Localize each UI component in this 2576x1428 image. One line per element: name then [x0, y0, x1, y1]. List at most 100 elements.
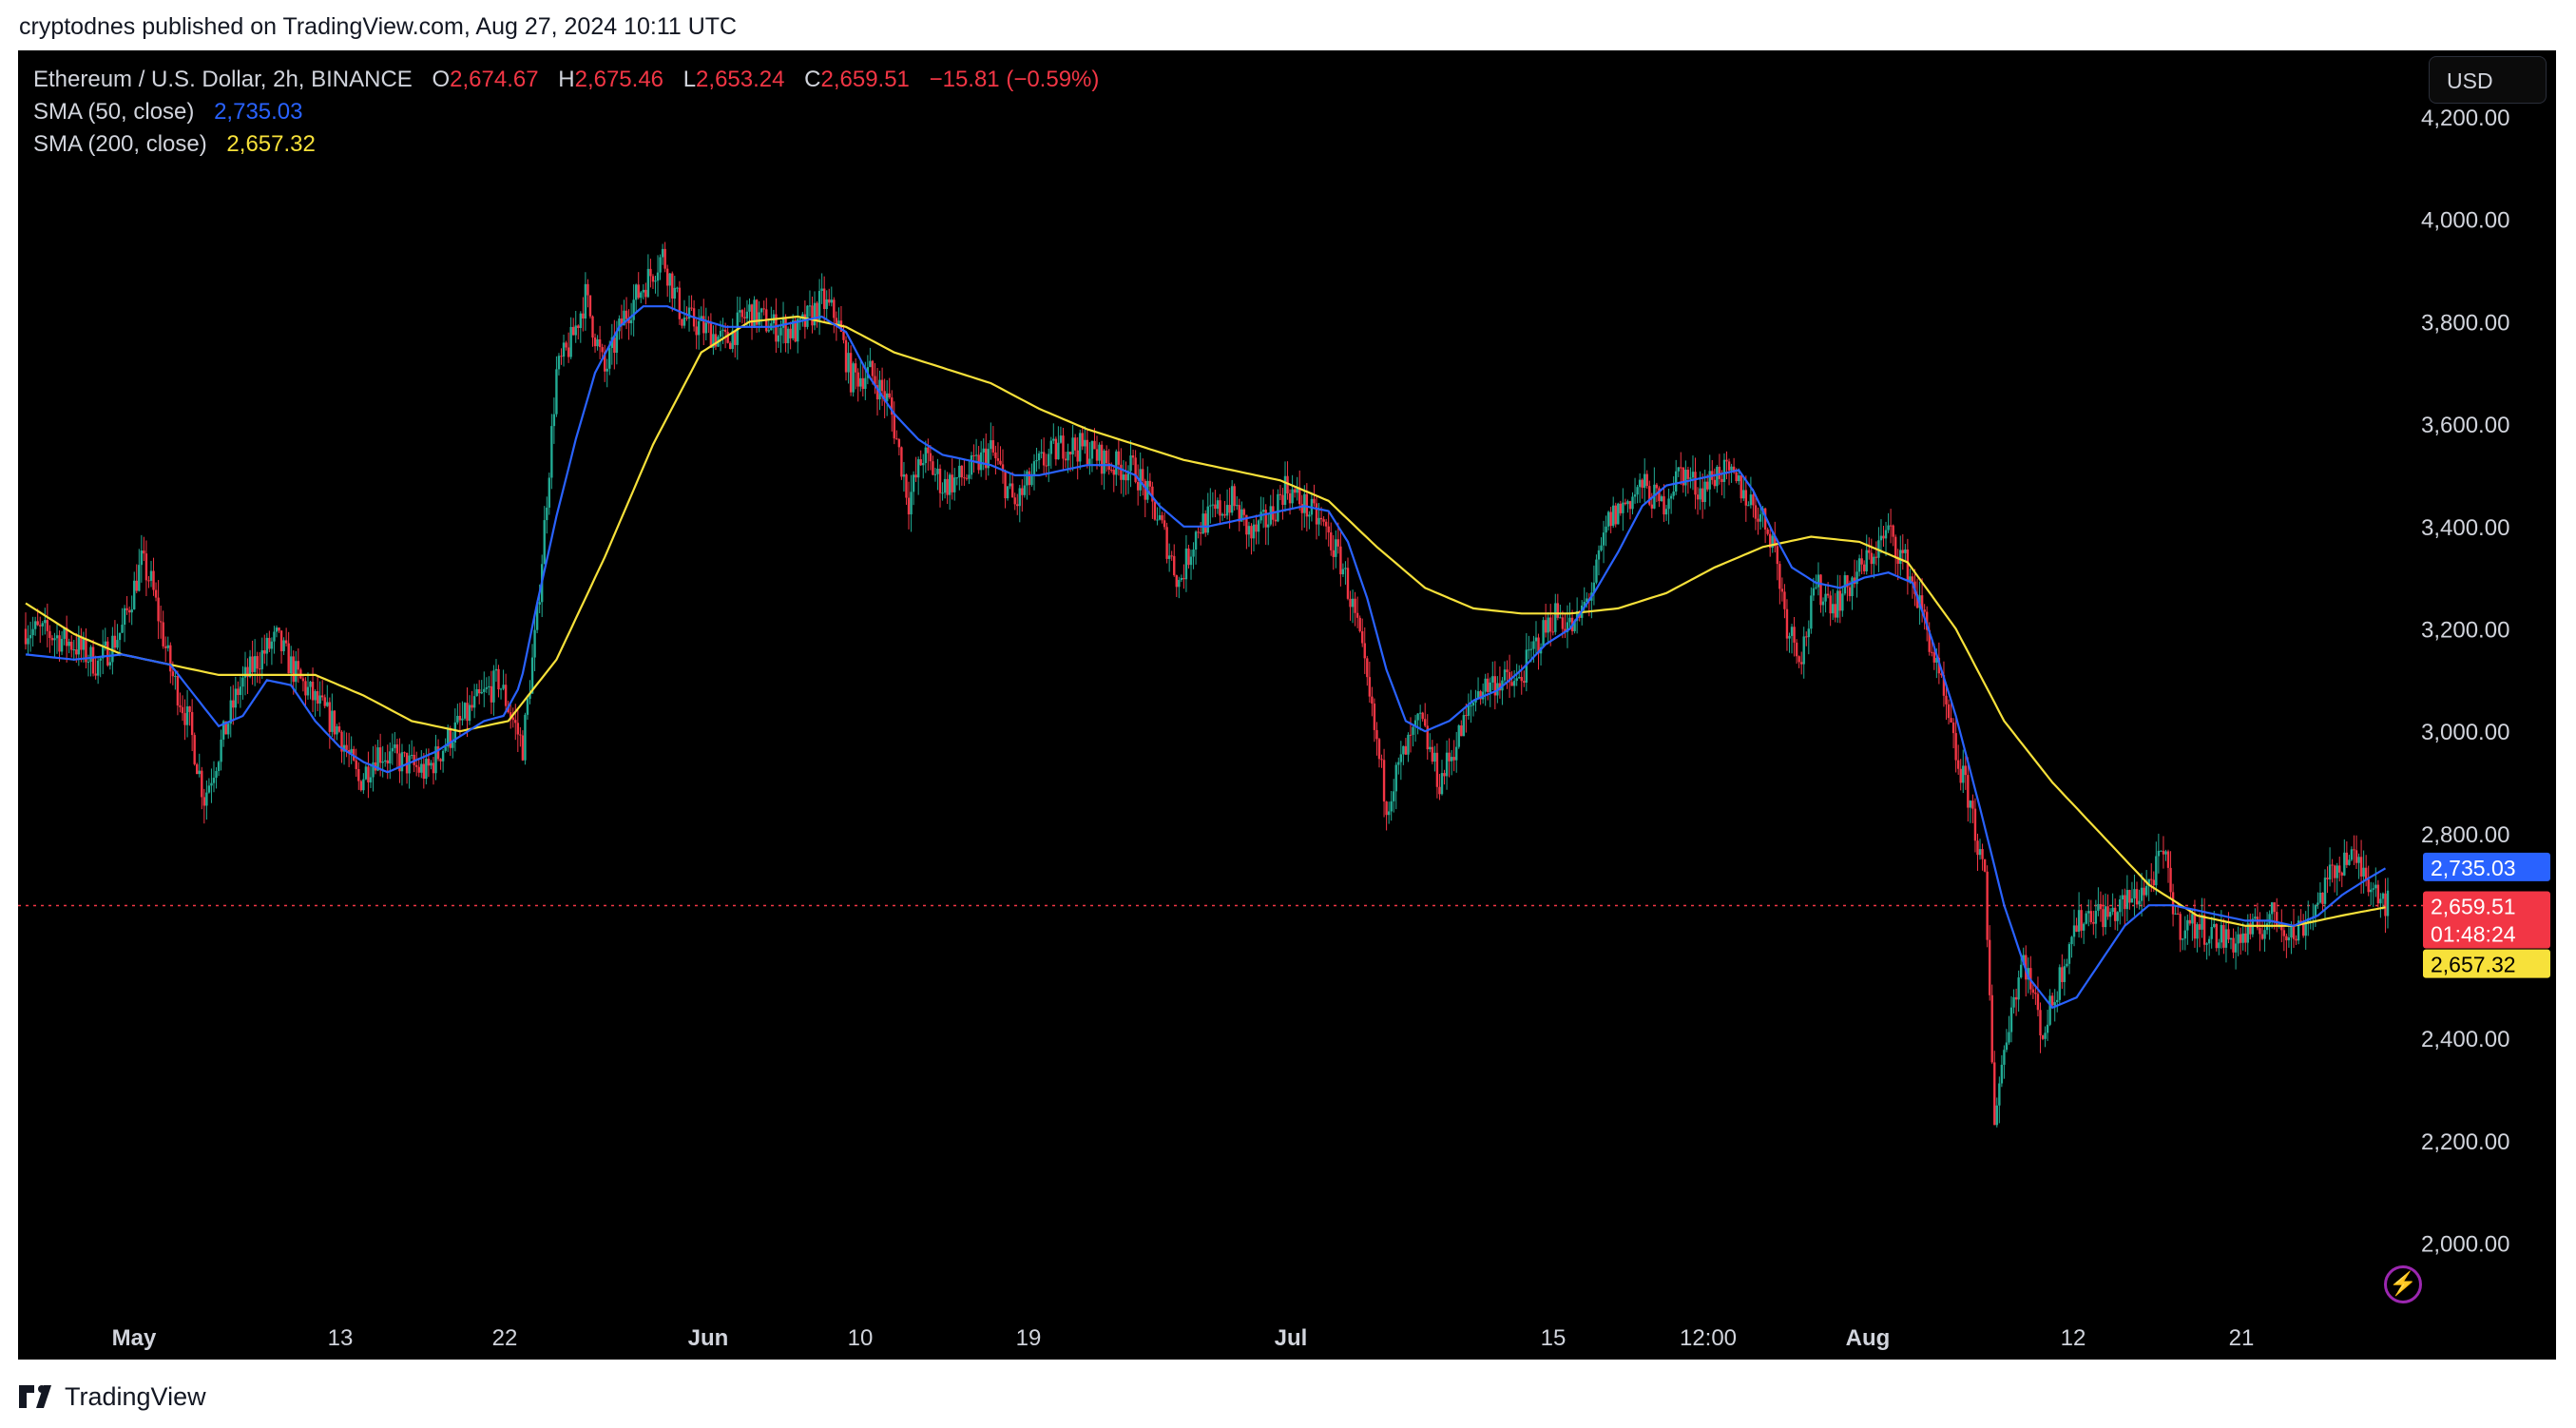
candle-body — [943, 478, 947, 493]
chart-pane[interactable]: 4,200.00 4,000.00 3,800.00 3,600.00 3,400.00… — [18, 50, 2556, 1360]
candle-body — [2183, 930, 2186, 939]
candle-body — [111, 635, 114, 663]
candle-body — [201, 770, 203, 798]
candle-body — [1689, 477, 1692, 479]
candle-body — [1303, 493, 1306, 513]
candle-body — [162, 622, 164, 646]
candle-body — [1288, 492, 1292, 504]
candle-body — [938, 468, 942, 493]
candle-body — [516, 723, 520, 735]
y-tick-label: 3,400.00 — [2421, 515, 2509, 541]
candle-body — [2056, 999, 2059, 1003]
candle-body — [1884, 530, 1888, 539]
candle-body — [82, 639, 86, 650]
candle-body — [759, 308, 763, 313]
candle-body — [1009, 483, 1011, 487]
candle-body — [2316, 902, 2319, 905]
candle-body — [1088, 458, 1091, 465]
candle-body — [1180, 577, 1183, 580]
candle-body — [880, 379, 884, 392]
candle-body — [1757, 518, 1759, 522]
candle-body — [642, 289, 645, 293]
candle-body — [2239, 934, 2242, 943]
candle-body — [2263, 930, 2266, 939]
tradingview-logo: TradingView — [19, 1380, 206, 1413]
candle-body — [1788, 635, 1791, 639]
candle-body — [2292, 924, 2296, 939]
candle-body — [1315, 503, 1318, 525]
candle-body — [681, 318, 683, 326]
candle-body — [1240, 509, 1243, 522]
candle-body — [55, 635, 59, 639]
candle-body — [1010, 483, 1014, 498]
candle-body — [974, 454, 978, 456]
candle-body — [1187, 548, 1190, 566]
candle-body — [31, 628, 34, 636]
candle-body — [1073, 437, 1077, 451]
candle-body — [1409, 734, 1413, 736]
candle-body — [1669, 495, 1673, 499]
candle-body — [1281, 494, 1284, 505]
candle-body — [1951, 723, 1955, 734]
candle-body — [1641, 479, 1644, 489]
candle-body — [337, 726, 341, 732]
legend-sma50-row[interactable]: SMA (50, close) 2,735.03 — [33, 96, 1099, 128]
candle-body — [2340, 872, 2343, 876]
candle-body — [1426, 725, 1429, 750]
candle-body — [972, 454, 975, 456]
candle-body — [828, 299, 831, 303]
candle-body — [1084, 439, 1086, 447]
candle-body — [2005, 1042, 2009, 1051]
candle-body — [417, 766, 420, 773]
candle-body — [2174, 913, 2177, 915]
candle-body — [663, 248, 666, 269]
candle-body — [1874, 556, 1878, 558]
candle-body — [1766, 529, 1769, 534]
candle-body — [806, 305, 809, 327]
candle-body — [232, 700, 235, 708]
candle-body — [2224, 929, 2228, 948]
candle-body — [1549, 617, 1552, 632]
candle-body — [1052, 438, 1055, 441]
candle-body — [618, 318, 621, 332]
candle-body — [1696, 494, 1700, 500]
candle-body — [682, 318, 686, 326]
candle-body — [36, 621, 39, 626]
candle-body — [606, 368, 608, 372]
candle-body — [2246, 923, 2249, 943]
candle-body — [2036, 994, 2040, 1011]
legend-sma200-row[interactable]: SMA (200, close) 2,657.32 — [33, 128, 1099, 161]
candle-body — [70, 641, 73, 650]
candle-body — [1158, 514, 1162, 520]
candle-body — [830, 299, 833, 303]
candle-body — [1713, 479, 1717, 487]
candle-body — [243, 666, 247, 678]
candle-body — [1612, 505, 1615, 527]
candle-body — [709, 322, 713, 348]
candle-body — [2379, 898, 2382, 904]
candle-body — [601, 347, 604, 353]
candle-body — [494, 668, 498, 671]
candle-body — [504, 685, 508, 706]
candle-body — [1644, 473, 1646, 489]
candle-body — [1889, 525, 1893, 527]
candle-body — [779, 327, 782, 336]
price-chart[interactable]: 4,200.00 4,000.00 3,800.00 3,600.00 3,400.00… — [18, 50, 2556, 1360]
candle-body — [96, 660, 100, 676]
currency-button[interactable]: USD — [2429, 56, 2547, 104]
candle-body — [1778, 564, 1781, 589]
candle-body — [1308, 514, 1311, 517]
candle-body — [874, 376, 876, 386]
candle-body — [1851, 577, 1854, 597]
candle-body — [2066, 963, 2068, 967]
candle-body — [1049, 440, 1052, 454]
candle-body — [350, 748, 353, 754]
candle-body — [1471, 702, 1475, 706]
candle-body — [1112, 470, 1115, 475]
legend-symbol: Ethereum / U.S. Dollar, 2h, BINANCE — [33, 67, 413, 92]
candle-body — [1821, 601, 1825, 606]
candle-body — [1440, 773, 1444, 795]
lightning-icon[interactable]: ⚡ — [2384, 1265, 2422, 1303]
candle-body — [1677, 467, 1680, 472]
candle-body — [1064, 458, 1067, 461]
